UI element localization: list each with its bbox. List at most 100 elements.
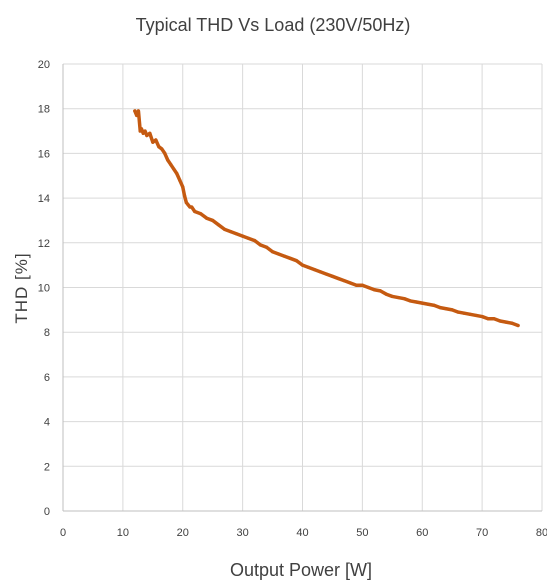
thd-data-point	[258, 243, 263, 247]
thd-data-point	[141, 131, 145, 135]
y-tick-label: 18	[38, 104, 50, 116]
thd-data-point	[247, 236, 251, 240]
thd-data-point	[223, 227, 227, 231]
thd-data-point	[175, 171, 179, 176]
thd-data-point	[342, 279, 347, 283]
thd-data-point	[330, 274, 335, 278]
thd-data-point	[169, 162, 173, 167]
thd-data-point	[408, 299, 412, 303]
thd-data-point	[282, 254, 287, 258]
thd-data-point	[253, 238, 257, 243]
thd-data-point	[136, 109, 141, 113]
thd-data-point	[135, 113, 139, 117]
y-tick-label: 10	[38, 283, 50, 295]
x-tick-label: 80	[536, 527, 547, 539]
y-tick-label: 12	[38, 238, 50, 250]
y-tick-label: 14	[38, 193, 50, 205]
thd-data-point	[354, 283, 358, 287]
thd-data-point	[300, 263, 305, 267]
thd-data-point	[139, 127, 144, 131]
thd-data-point	[270, 250, 275, 254]
thd-data-point	[414, 300, 418, 304]
thd-data-point	[182, 194, 187, 198]
x-tick-label: 70	[476, 527, 488, 539]
x-tick-label: 0	[60, 527, 66, 539]
thd-data-point	[378, 289, 382, 293]
thd-data-point	[360, 283, 364, 287]
y-tick-label: 4	[44, 417, 50, 429]
thd-data-point	[426, 302, 430, 306]
y-tick-label: 6	[44, 372, 50, 384]
y-tick-label: 8	[44, 327, 50, 339]
thd-data-point	[444, 307, 448, 311]
thd-data-point	[205, 216, 209, 220]
thd-data-point	[178, 178, 182, 182]
thd-data-point	[160, 147, 164, 151]
thd-data-point	[148, 131, 152, 135]
thd-data-point	[336, 276, 341, 281]
thd-data-point	[450, 308, 454, 312]
thd-data-point	[384, 292, 388, 296]
tick-labels: 0 2 4 6 8 10 12 14 16 18 20 0 10 20 30 40 50 60 70 80	[38, 59, 547, 539]
thd-data-point	[151, 140, 155, 144]
x-tick-label: 30	[237, 527, 249, 539]
thd-data-point	[163, 151, 167, 155]
thd-data-point	[462, 311, 466, 315]
axes	[62, 64, 542, 512]
thd-data-point	[199, 212, 203, 216]
thd-data-point	[486, 317, 490, 321]
thd-data-point	[193, 209, 197, 214]
thd-data-point	[468, 312, 472, 316]
y-tick-label: 16	[38, 148, 50, 160]
thd-data-point	[480, 314, 484, 319]
thd-data-point	[229, 230, 233, 234]
thd-data-point	[396, 295, 400, 300]
thd-data-point	[241, 234, 245, 238]
thd-data-point	[166, 158, 170, 162]
thd-data-point	[276, 252, 281, 256]
thd-data-point	[181, 185, 185, 189]
thd-data-point	[348, 281, 352, 285]
thd-data-point	[438, 306, 442, 310]
x-tick-label: 50	[356, 527, 368, 539]
thd-data-point	[157, 145, 161, 149]
x-tick-label: 40	[296, 527, 308, 539]
y-tick-label: 0	[44, 506, 50, 518]
gridlines	[63, 63, 543, 511]
thd-data-point	[474, 313, 478, 318]
thd-data-point	[154, 138, 158, 142]
y-tick-label: 2	[44, 461, 50, 473]
thd-data-point	[516, 323, 520, 328]
thd-data-point	[211, 218, 215, 223]
thd-data-point	[172, 167, 176, 171]
thd-data-point	[402, 297, 406, 301]
thd-data-point	[366, 285, 370, 290]
thd-data-point	[324, 272, 329, 276]
thd-data-point	[288, 256, 293, 261]
thd-data-point	[504, 320, 508, 324]
thd-data-point	[145, 133, 149, 138]
x-tick-label: 10	[117, 527, 129, 539]
thd-data-point	[420, 301, 424, 305]
thd-data-point	[264, 245, 269, 249]
y-tick-label: 20	[38, 59, 50, 71]
thd-data-point	[235, 232, 239, 236]
thd-data-point	[318, 270, 323, 274]
thd-data-point	[190, 205, 194, 209]
thd-data-point	[186, 203, 190, 207]
thd-data-point	[184, 200, 188, 205]
thd-data-point	[294, 259, 299, 263]
thd-data-point	[456, 310, 460, 314]
thd-data-point	[432, 303, 436, 307]
thd-data-point	[133, 109, 137, 113]
series-lines	[133, 109, 520, 328]
thd-data-point	[390, 294, 394, 299]
thd-data-point	[498, 319, 502, 323]
thd-data-point	[372, 288, 376, 292]
thd-data-point	[510, 321, 514, 325]
thd-data-point	[143, 129, 147, 133]
thd-data-point	[306, 265, 311, 269]
thd-data-point	[312, 268, 317, 272]
x-axis-label: Output Power [W]	[230, 560, 372, 580]
